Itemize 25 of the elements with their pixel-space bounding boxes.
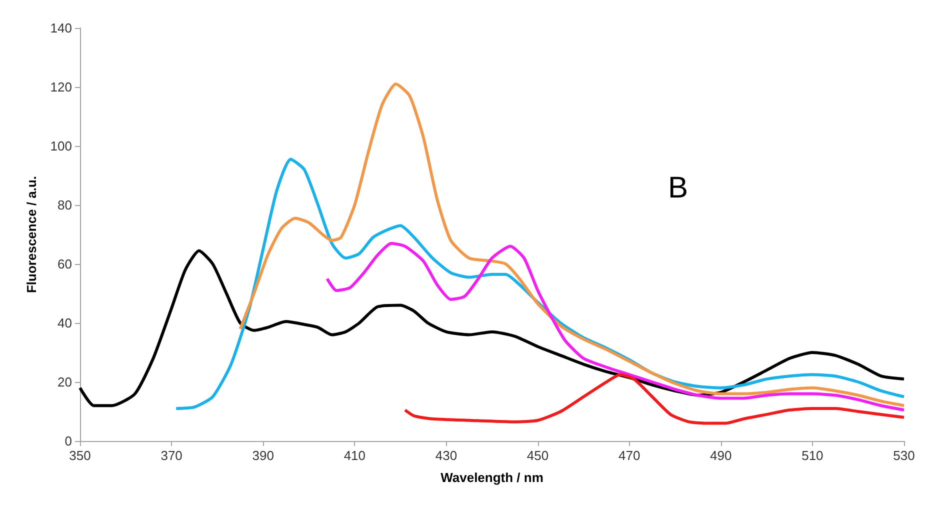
x-tick-label: 430 bbox=[435, 448, 458, 463]
y-axis-title: Fluorescence / a.u. bbox=[24, 176, 39, 294]
annotation: B bbox=[668, 172, 688, 204]
x-tick-label: 390 bbox=[252, 448, 274, 463]
y-tick-label: 140 bbox=[50, 20, 72, 36]
y-tick-label: 60 bbox=[58, 256, 72, 272]
x-tick-label: 530 bbox=[893, 448, 915, 463]
x-tick-label: 490 bbox=[710, 448, 732, 463]
y-tick-label: 100 bbox=[50, 138, 72, 154]
x-tick-label: 370 bbox=[160, 448, 182, 463]
line-series bbox=[326, 242, 906, 412]
x-tick-label: 350 bbox=[69, 448, 91, 463]
y-tick-label: 120 bbox=[50, 80, 72, 94]
line-series bbox=[238, 82, 906, 408]
line-series bbox=[78, 249, 906, 408]
x-tick-label: 470 bbox=[618, 448, 640, 463]
y-tick-label: 0 bbox=[64, 434, 72, 448]
x-tick-label: 410 bbox=[344, 448, 366, 463]
y-tick-label: 40 bbox=[58, 316, 72, 330]
x-axis-title: Wavelength / nm bbox=[440, 470, 544, 485]
x-tick-label: 450 bbox=[526, 448, 549, 463]
line-series bbox=[404, 373, 906, 425]
x-tick-label: 510 bbox=[802, 448, 824, 463]
y-tick-label: 80 bbox=[58, 198, 72, 212]
y-tick-label: 20 bbox=[58, 374, 72, 390]
